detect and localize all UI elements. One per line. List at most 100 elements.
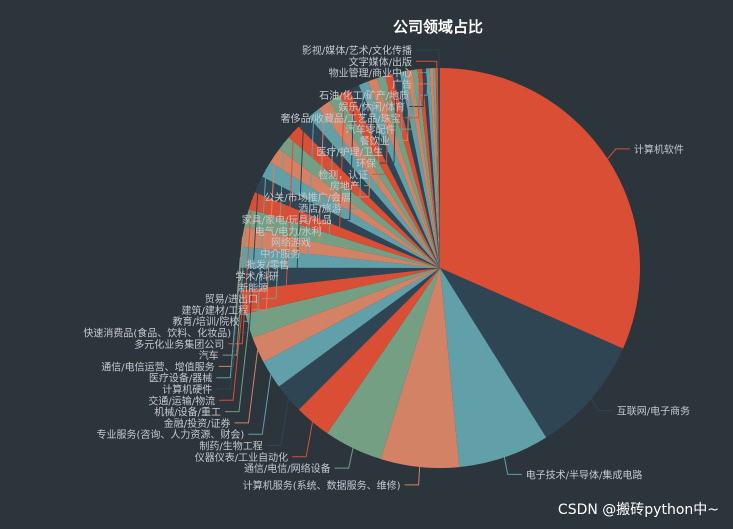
- slice-label-32: 医疗/护理/卫生: [316, 146, 383, 159]
- pie-slice-29[interactable]: [376, 75, 440, 268]
- slice-label-41: 影视/媒体/艺术/文化传播: [302, 44, 412, 57]
- leader-line-39: [416, 68, 435, 74]
- slice-label-22: 批发/零售: [246, 259, 289, 272]
- pie-slice-4[interactable]: [327, 268, 440, 460]
- slice-label-23: 中介服务: [260, 247, 300, 260]
- pie-slice-16[interactable]: [254, 176, 440, 268]
- pie-slice-7[interactable]: [263, 268, 440, 387]
- slice-label-31: 环保: [356, 157, 376, 170]
- pie-slice-40[interactable]: [435, 68, 440, 268]
- slice-label-29: 房地产: [330, 180, 360, 193]
- chart-title: 公司领域占比: [393, 18, 484, 36]
- pie-slice-0[interactable]: [440, 68, 640, 349]
- pie-slice-10[interactable]: [241, 268, 440, 314]
- slice-label-7: 专业服务(咨询、人力资源、财会): [96, 428, 244, 441]
- leader-line-18: [252, 155, 276, 311]
- slice-label-17: 教育/培训/院校: [173, 315, 240, 328]
- slice-label-18: 建筑/建材/工程: [182, 304, 249, 317]
- pie-slice-26[interactable]: [349, 85, 440, 268]
- leader-line-21: [282, 121, 305, 277]
- leader-line-4: [334, 447, 354, 469]
- leader-line-24: [315, 98, 335, 243]
- slice-label-30: 检测，认证: [318, 168, 368, 181]
- pie-slice-31[interactable]: [392, 72, 440, 268]
- leader-line-11: [216, 278, 241, 390]
- pie-slice-38[interactable]: [429, 68, 440, 269]
- slice-label-20: 新能源: [238, 281, 268, 294]
- slice-label-21: 学术/科研: [235, 270, 278, 283]
- pie-slice-14[interactable]: [244, 209, 440, 268]
- pie-slice-25[interactable]: [339, 89, 440, 268]
- pie-slice-11[interactable]: [239, 267, 440, 291]
- leader-line-12: [216, 257, 241, 379]
- pie-slice-30[interactable]: [384, 73, 440, 269]
- leader-line-30: [372, 74, 390, 175]
- leader-line-37: [413, 68, 429, 96]
- leader-line-7: [248, 374, 272, 435]
- leader-line-31: [380, 72, 397, 164]
- leader-line-3: [404, 466, 421, 486]
- pie-slice-32[interactable]: [399, 70, 440, 269]
- pie-slice-6[interactable]: [278, 268, 440, 410]
- leader-line-26: [335, 87, 355, 220]
- leader-line-29: [363, 76, 382, 187]
- slice-label-25: 电气/电力/水利: [255, 225, 322, 238]
- pie-slice-5[interactable]: [298, 268, 440, 434]
- pie-slice-24[interactable]: [329, 95, 440, 268]
- slice-label-15: 多元化业务集团公司: [134, 338, 224, 351]
- pie-slice-13[interactable]: [241, 227, 440, 268]
- pie-slice-3[interactable]: [380, 268, 460, 468]
- slice-label-11: 计算机硬件: [162, 383, 212, 396]
- slice-label-37: 石油/化工/矿产/地质: [319, 89, 409, 102]
- leader-line-34: [399, 69, 416, 130]
- pie-slice-2[interactable]: [440, 268, 547, 468]
- slice-label-36: 娱乐/休闲/体育: [338, 101, 405, 114]
- leader-line-23: [304, 104, 325, 254]
- leader-line-0: [607, 148, 630, 160]
- slice-label-38: 广告: [392, 78, 412, 91]
- pie-slice-1[interactable]: [440, 268, 623, 438]
- slice-label-5: 仪器仪表/工业自动化: [195, 451, 288, 464]
- pie-slices: [239, 68, 640, 468]
- pie-slice-8[interactable]: [252, 268, 440, 362]
- pie-slice-39[interactable]: [432, 68, 440, 268]
- leader-line-14: [222, 217, 247, 356]
- slice-label-3: 计算机服务(系统、数据服务、维修): [243, 479, 401, 492]
- slice-label-9: 机械/设备/重工: [154, 406, 221, 419]
- slice-label-35: 奢侈品/收藏品/工艺品/珠宝: [281, 112, 401, 125]
- leader-line-41: [416, 49, 440, 68]
- slice-label-34: 汽车零配件: [346, 123, 396, 136]
- leader-line-25: [325, 92, 345, 232]
- slice-label-26: 家具/家电/玩具/礼品: [242, 214, 332, 227]
- leader-line-40: [416, 60, 438, 69]
- pie-slice-12[interactable]: [240, 246, 440, 268]
- pie-slice-9[interactable]: [245, 268, 440, 338]
- slice-label-10: 交通/运输/物流: [148, 394, 215, 407]
- pie-slice-36[interactable]: [422, 68, 440, 269]
- slice-label-13: 通信/电信运营、增值服务: [101, 360, 214, 373]
- slice-label-40: 文字媒体/出版: [349, 55, 412, 68]
- pie-slice-37[interactable]: [425, 68, 440, 269]
- leader-line-17: [243, 169, 267, 322]
- pie-slice-15[interactable]: [248, 192, 440, 268]
- slice-label-39: 物业管理/商业中心: [329, 67, 412, 80]
- slice-label-1: 互联网/电子商务: [617, 405, 690, 418]
- slice-label-24: 网络游戏: [271, 236, 311, 249]
- slice-label-2: 电子技术/半导体/集成电路: [526, 468, 643, 481]
- leader-line-32: [387, 71, 404, 153]
- pie-slice-41[interactable]: [438, 68, 440, 268]
- pie-slice-35[interactable]: [417, 68, 440, 268]
- leader-line-9: [225, 325, 249, 413]
- pie-slice-34[interactable]: [412, 69, 440, 268]
- pie-slice-33[interactable]: [406, 69, 440, 268]
- pie-slice-28[interactable]: [368, 78, 440, 268]
- pie-slice-17[interactable]: [262, 162, 440, 268]
- leader-line-10: [219, 301, 244, 401]
- pie-slice-22[interactable]: [308, 108, 440, 268]
- slice-label-19: 贸易/进出口: [205, 293, 258, 306]
- slice-label-8: 金融/投资/证券: [164, 417, 231, 430]
- leader-line-33: [393, 70, 410, 141]
- leader-line-6: [266, 398, 289, 446]
- pie-slice-23[interactable]: [319, 101, 440, 269]
